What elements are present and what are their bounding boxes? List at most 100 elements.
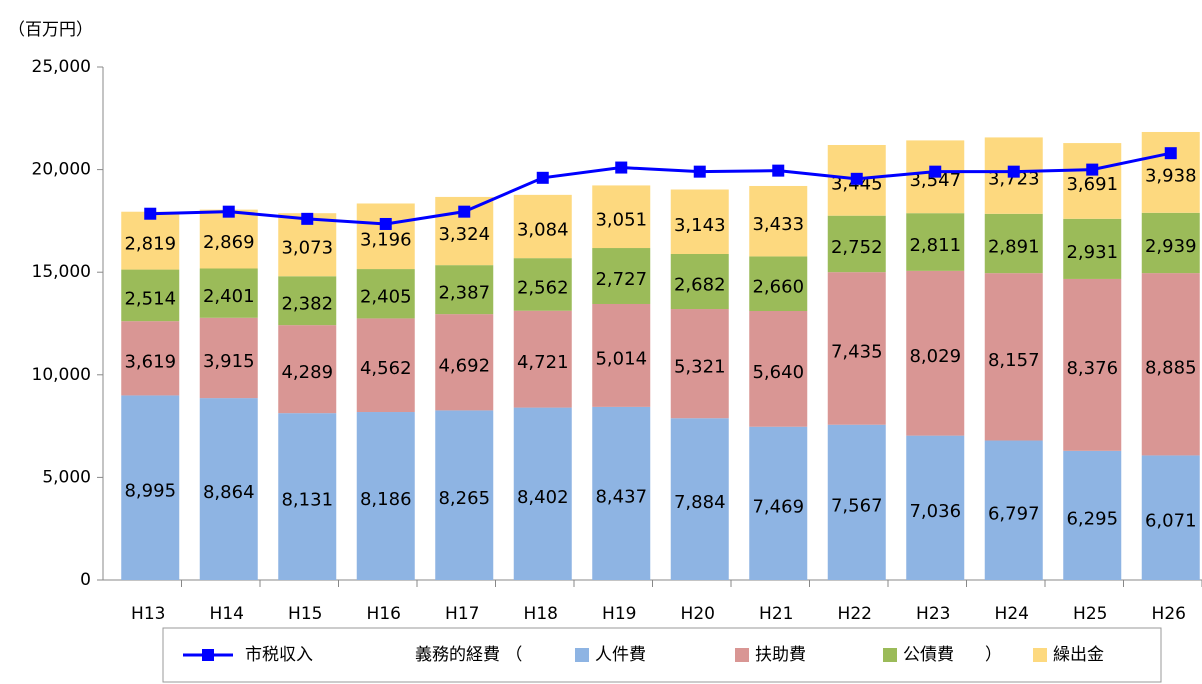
data-label: 5,321 [674, 357, 726, 378]
data-label: 3,915 [203, 351, 255, 372]
data-label: 2,939 [1145, 236, 1197, 257]
line-marker [458, 205, 471, 218]
bar-segment [513, 258, 572, 311]
data-label: 8,265 [438, 488, 490, 509]
bar-segment [592, 248, 651, 304]
bar-segment [592, 185, 651, 249]
legend-box [162, 627, 1162, 683]
bar-segment [199, 268, 258, 318]
bar-segment [827, 424, 886, 580]
line-marker [929, 165, 942, 178]
data-label: 2,811 [909, 235, 961, 256]
bar-segment [1141, 455, 1200, 580]
y-tick-label: 15,000 [32, 262, 91, 282]
bar-segment [670, 309, 729, 419]
data-label: 3,433 [752, 214, 804, 235]
bar-segment [749, 426, 808, 580]
data-label: 4,562 [360, 358, 412, 379]
data-label: 7,567 [831, 495, 883, 516]
data-label: 8,186 [360, 489, 412, 510]
y-tick-label: 10,000 [32, 365, 91, 385]
data-label: 3,196 [360, 229, 412, 250]
line-marker [1164, 147, 1177, 160]
data-label: 8,995 [124, 481, 176, 502]
x-tick-label: H14 [210, 604, 244, 624]
legend-label: 公債費 [903, 645, 954, 665]
data-label: 7,884 [674, 492, 726, 513]
data-label: 8,885 [1145, 357, 1197, 378]
data-label: 2,727 [595, 269, 647, 290]
bar-segment [1063, 278, 1122, 451]
data-label: 3,723 [988, 169, 1040, 190]
bar-segment [906, 270, 965, 436]
data-label: 3,051 [595, 210, 647, 231]
legend-label: 人件費 [595, 645, 646, 665]
bar-segment [670, 253, 729, 310]
legend-group-label: ） [985, 645, 1002, 665]
x-tick-label: H25 [1073, 604, 1107, 624]
bar-segment [906, 435, 965, 580]
data-label: 2,819 [124, 234, 176, 255]
data-label: 3,084 [517, 220, 569, 241]
bar-segment [592, 406, 651, 580]
bar-segment [199, 398, 258, 580]
data-label: 3,619 [124, 351, 176, 372]
legend-swatch [1033, 648, 1047, 662]
data-label: 5,640 [752, 362, 804, 383]
x-tick-label: H19 [602, 604, 636, 624]
line-marker [1086, 163, 1099, 176]
bar-segment [513, 194, 572, 259]
y-tick-label: 20,000 [32, 160, 91, 180]
data-label: 8,157 [988, 350, 1040, 371]
data-label: 8,029 [909, 346, 961, 367]
data-label: 7,036 [909, 501, 961, 522]
data-label: 8,131 [281, 490, 333, 511]
bar-segment [513, 407, 572, 580]
data-label: 4,289 [281, 362, 333, 383]
y-tick-label: 25,000 [32, 57, 91, 77]
bar-segment [1141, 212, 1200, 274]
line-marker [144, 207, 157, 220]
data-label: 3,073 [281, 238, 333, 259]
bar-segment [435, 410, 494, 580]
x-tick-label: H17 [445, 604, 479, 624]
data-label: 4,721 [517, 352, 569, 373]
bar-segment [1063, 143, 1122, 219]
data-label: 3,143 [674, 215, 726, 236]
legend-swatch [883, 648, 897, 662]
data-label: 2,514 [124, 288, 176, 309]
bar-segment [435, 265, 494, 315]
data-label: 3,938 [1145, 165, 1197, 186]
legend-swatch [575, 648, 589, 662]
data-label: 2,382 [281, 294, 333, 315]
bar-segment [984, 440, 1043, 580]
bar-segment [1063, 218, 1122, 279]
legend-label: 扶助費 [755, 645, 806, 665]
x-tick-label: H16 [367, 604, 401, 624]
data-label: 3,324 [438, 224, 490, 245]
data-label: 2,562 [517, 277, 569, 298]
data-label: 2,682 [674, 275, 726, 296]
line-marker [693, 165, 706, 178]
legend-label: 市税収入 [245, 645, 313, 665]
line-marker [1007, 165, 1020, 178]
data-label: 2,931 [1066, 242, 1118, 263]
legend-marker [202, 649, 214, 661]
bar-segment [1141, 131, 1200, 213]
x-tick-label: H15 [288, 604, 322, 624]
data-label: 2,401 [203, 286, 255, 307]
bar-segment [199, 317, 258, 399]
x-tick-label: H23 [916, 604, 950, 624]
data-label: 6,071 [1145, 511, 1197, 532]
bar-segment [906, 213, 965, 271]
bar-segment [827, 272, 886, 425]
data-label: 3,691 [1066, 174, 1118, 195]
data-label: 2,752 [831, 237, 883, 258]
bar-segment [356, 203, 415, 270]
bar-segment [513, 310, 572, 408]
line-marker [772, 164, 785, 177]
data-label: 2,660 [752, 277, 804, 298]
data-label: 8,864 [203, 482, 255, 503]
line-marker [850, 172, 863, 185]
